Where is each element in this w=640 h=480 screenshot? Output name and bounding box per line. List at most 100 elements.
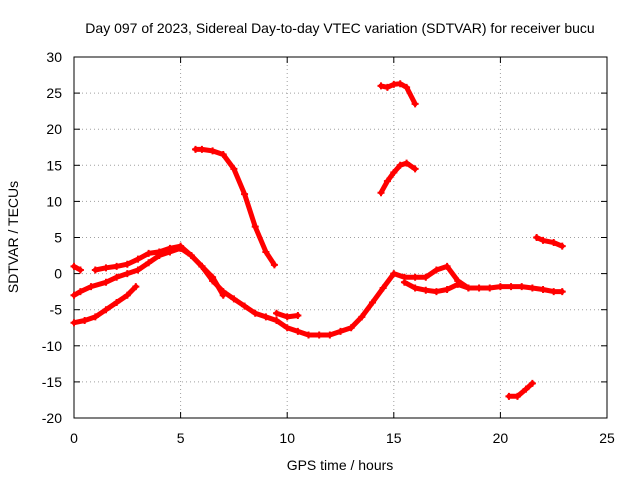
- data-point: [550, 288, 558, 296]
- data-point: [113, 298, 121, 306]
- data-point: [76, 288, 84, 296]
- data-point: [496, 283, 504, 291]
- y-tick-label: -5: [50, 302, 63, 318]
- data-point: [507, 283, 515, 291]
- data-point: [251, 223, 259, 231]
- data-point: [443, 262, 451, 270]
- data-point: [347, 324, 355, 332]
- x-tick-label: 20: [493, 430, 509, 446]
- data-point: [283, 313, 291, 321]
- data-point: [230, 165, 238, 173]
- series-line: [71, 245, 565, 338]
- data-point: [251, 309, 259, 317]
- axis-ticks: 0 5 10 15 20 25 -20 -15 -10 -5 0 5 10 15 20 25 30: [42, 49, 615, 446]
- data-point: [70, 262, 78, 270]
- data-point: [145, 249, 153, 257]
- data-point: [379, 284, 387, 292]
- series-arc-3: [70, 262, 84, 274]
- x-axis-label: GPS time / hours: [287, 457, 394, 473]
- data-point: [198, 145, 206, 153]
- data-point: [123, 291, 131, 299]
- data-point: [198, 262, 206, 270]
- series-line: [534, 235, 565, 249]
- data-point: [411, 100, 419, 108]
- x-tick-label: 5: [177, 430, 185, 446]
- y-tick-label: 25: [46, 85, 62, 101]
- data-point: [403, 159, 411, 167]
- data-series: [70, 80, 566, 400]
- chart-title: Day 097 of 2023, Sidereal Day-to-day VTE…: [85, 20, 594, 36]
- data-point: [411, 273, 419, 281]
- data-point: [113, 262, 121, 270]
- data-point: [558, 242, 566, 250]
- y-axis-label: SDTVAR / TECUs: [5, 181, 21, 293]
- data-point: [396, 161, 404, 169]
- series-arc-5: [192, 145, 278, 269]
- y-tick-label: 0: [54, 266, 62, 282]
- data-point: [241, 190, 249, 198]
- data-point: [358, 313, 366, 321]
- y-tick-label: -15: [42, 374, 62, 390]
- data-point: [513, 392, 521, 400]
- data-point: [81, 317, 89, 325]
- x-tick-label: 0: [70, 430, 78, 446]
- series-arc-11: [505, 379, 536, 400]
- data-point: [102, 264, 110, 272]
- data-point: [390, 169, 398, 177]
- data-point: [315, 331, 323, 339]
- data-point: [262, 248, 270, 256]
- data-point: [273, 309, 281, 317]
- data-point: [326, 331, 334, 339]
- data-point: [396, 80, 404, 88]
- data-point: [91, 266, 99, 274]
- data-point: [533, 234, 541, 241]
- data-point: [475, 284, 483, 292]
- series-line: [378, 160, 418, 196]
- data-point: [145, 259, 153, 267]
- data-point: [377, 189, 385, 197]
- series-arc-9: [400, 278, 472, 296]
- data-point: [123, 270, 131, 278]
- data-point: [283, 324, 291, 332]
- series-arc-2: [70, 283, 140, 327]
- series-arc-10: [533, 234, 566, 250]
- data-point: [209, 273, 217, 281]
- data-point: [383, 177, 391, 185]
- data-point: [123, 260, 131, 268]
- data-point: [411, 284, 419, 292]
- x-tick-label: 15: [386, 430, 402, 446]
- data-point: [294, 327, 302, 335]
- data-point: [539, 285, 547, 293]
- data-point: [70, 291, 78, 299]
- data-point: [241, 302, 249, 310]
- y-tick-label: 20: [46, 121, 62, 137]
- data-point: [187, 252, 195, 260]
- series-arc-7: [377, 80, 419, 108]
- data-point: [432, 288, 440, 296]
- data-point: [486, 284, 494, 292]
- data-point: [432, 266, 440, 274]
- data-point: [219, 291, 227, 299]
- data-point: [411, 165, 419, 173]
- x-tick-label: 10: [279, 430, 295, 446]
- data-point: [539, 236, 547, 244]
- data-point: [192, 145, 200, 153]
- data-point: [422, 286, 430, 294]
- data-point: [70, 319, 78, 327]
- series-line: [506, 380, 535, 399]
- data-point: [134, 266, 142, 274]
- data-point: [166, 244, 174, 252]
- data-point: [102, 306, 110, 314]
- data-point: [522, 385, 530, 393]
- y-tick-label: 10: [46, 193, 62, 209]
- series-arc-4: [91, 242, 227, 299]
- data-point: [87, 283, 95, 291]
- data-point: [390, 80, 398, 88]
- data-point: [505, 392, 513, 400]
- data-point: [337, 327, 344, 335]
- data-point: [294, 311, 302, 319]
- data-point: [155, 248, 163, 256]
- data-point: [518, 283, 526, 291]
- data-point: [177, 242, 185, 250]
